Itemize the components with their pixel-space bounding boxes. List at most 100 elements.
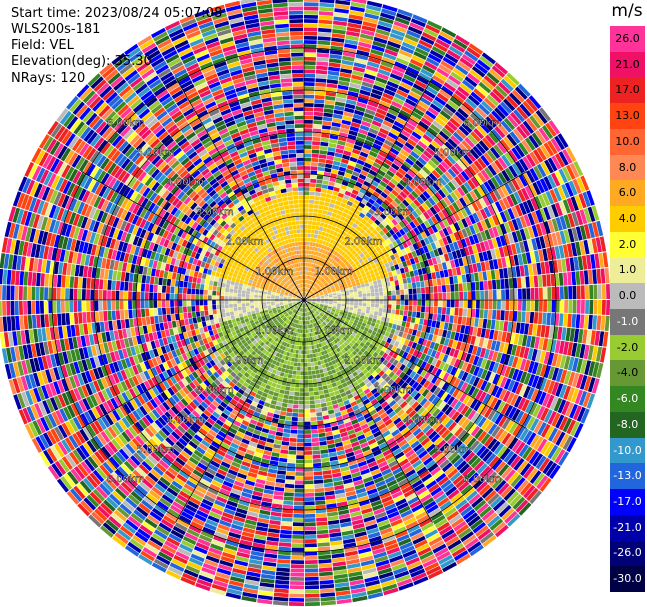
radar-gate — [357, 249, 363, 255]
radar-gate — [519, 123, 531, 137]
radar-gate — [418, 205, 426, 214]
radar-gate — [493, 144, 504, 157]
radar-gate — [370, 303, 375, 308]
radar-gate — [379, 100, 391, 108]
radar-gate — [339, 285, 344, 289]
radar-gate — [458, 257, 464, 267]
radar-gate — [321, 457, 330, 463]
radar-gate — [313, 107, 324, 112]
radar-gate — [393, 208, 401, 216]
radar-gate — [304, 480, 314, 485]
radar-gate — [351, 244, 357, 250]
radar-gate — [314, 361, 318, 366]
radar-gate — [377, 169, 386, 177]
radar-gate — [304, 128, 313, 133]
radar-gate — [454, 258, 460, 268]
radar-gate — [565, 258, 571, 272]
radar-gate — [446, 261, 452, 269]
radar-gate — [333, 156, 342, 162]
radar-gate — [309, 404, 316, 409]
radar-gate — [316, 280, 320, 284]
radar-gate — [304, 568, 319, 573]
radar-gate — [497, 300, 501, 310]
radar-gate — [395, 223, 402, 231]
radar-gate — [339, 188, 346, 194]
radar-gate — [443, 157, 453, 168]
radar-gate — [548, 120, 561, 135]
radar-gate — [346, 138, 356, 145]
radar-gate — [481, 78, 495, 91]
radar-gate — [461, 140, 472, 151]
radar-gate — [401, 105, 413, 115]
radar-gate — [586, 190, 595, 206]
radar-gate — [317, 261, 321, 266]
radar-gate — [350, 6, 365, 13]
radar-gate — [400, 164, 409, 173]
radar-gate — [481, 52, 496, 65]
radar-gate — [346, 279, 351, 284]
radar-gate — [304, 547, 318, 552]
radar-gate — [313, 462, 322, 468]
radar-gate — [415, 144, 425, 153]
radar-gate — [358, 305, 362, 309]
radar-gate — [356, 231, 363, 238]
radar-gate — [571, 314, 577, 328]
radar-gate — [394, 280, 399, 286]
radar-gate — [311, 442, 320, 447]
radar-gate — [289, 442, 297, 447]
radar-gate — [327, 405, 334, 411]
radar-gate — [349, 126, 360, 133]
radar-gate — [285, 416, 292, 421]
radar-gate — [476, 290, 480, 300]
radar-gate — [360, 85, 372, 93]
radar-gate — [383, 295, 388, 300]
radar-gate — [510, 243, 517, 255]
radar-gate — [315, 187, 322, 193]
radar-gate — [540, 161, 551, 176]
radar-gate — [316, 179, 323, 184]
radar-gate — [320, 218, 326, 223]
radar-gate — [319, 6, 334, 12]
radar-gate — [274, 388, 281, 393]
radar-gate — [304, 383, 309, 388]
radar-gate — [304, 438, 312, 443]
radar-gate — [523, 240, 530, 253]
radar-gate — [304, 589, 320, 594]
radar-gate — [312, 212, 318, 217]
radar-gate — [321, 214, 327, 219]
radar-gate — [362, 116, 373, 124]
radar-gate — [464, 137, 475, 148]
radar-gate — [329, 456, 338, 462]
radar-gate — [308, 216, 313, 221]
radar-gate — [319, 441, 327, 446]
radar-gate — [329, 391, 335, 397]
radar-gate — [358, 128, 368, 136]
radar-gate — [385, 231, 392, 238]
radar-gate — [525, 153, 536, 167]
radar-gate — [375, 28, 390, 37]
radar-gate — [309, 349, 313, 354]
radar-gate — [490, 269, 496, 280]
radar-gate — [313, 204, 319, 209]
radar-gate — [313, 475, 323, 480]
radar-gate — [271, 382, 277, 388]
radar-gate — [567, 213, 576, 228]
radar-gate — [305, 266, 308, 271]
radar-gate — [304, 23, 318, 28]
radar-gate — [306, 293, 309, 297]
radar-gate — [309, 271, 312, 276]
radar-gate — [361, 272, 367, 278]
radar-gate — [437, 113, 449, 124]
radar-gate — [311, 246, 316, 251]
radar-gate — [494, 126, 506, 139]
radar-gate — [428, 197, 436, 206]
radar-gate — [299, 396, 304, 401]
radar-gate — [304, 379, 309, 384]
radar-gate — [354, 219, 361, 226]
radar-gate — [323, 176, 330, 181]
radar-gate — [361, 184, 369, 191]
radar-gate — [434, 116, 446, 127]
radar-gate — [372, 143, 382, 151]
radar-gate — [339, 216, 346, 222]
radar-gate — [329, 177, 337, 183]
